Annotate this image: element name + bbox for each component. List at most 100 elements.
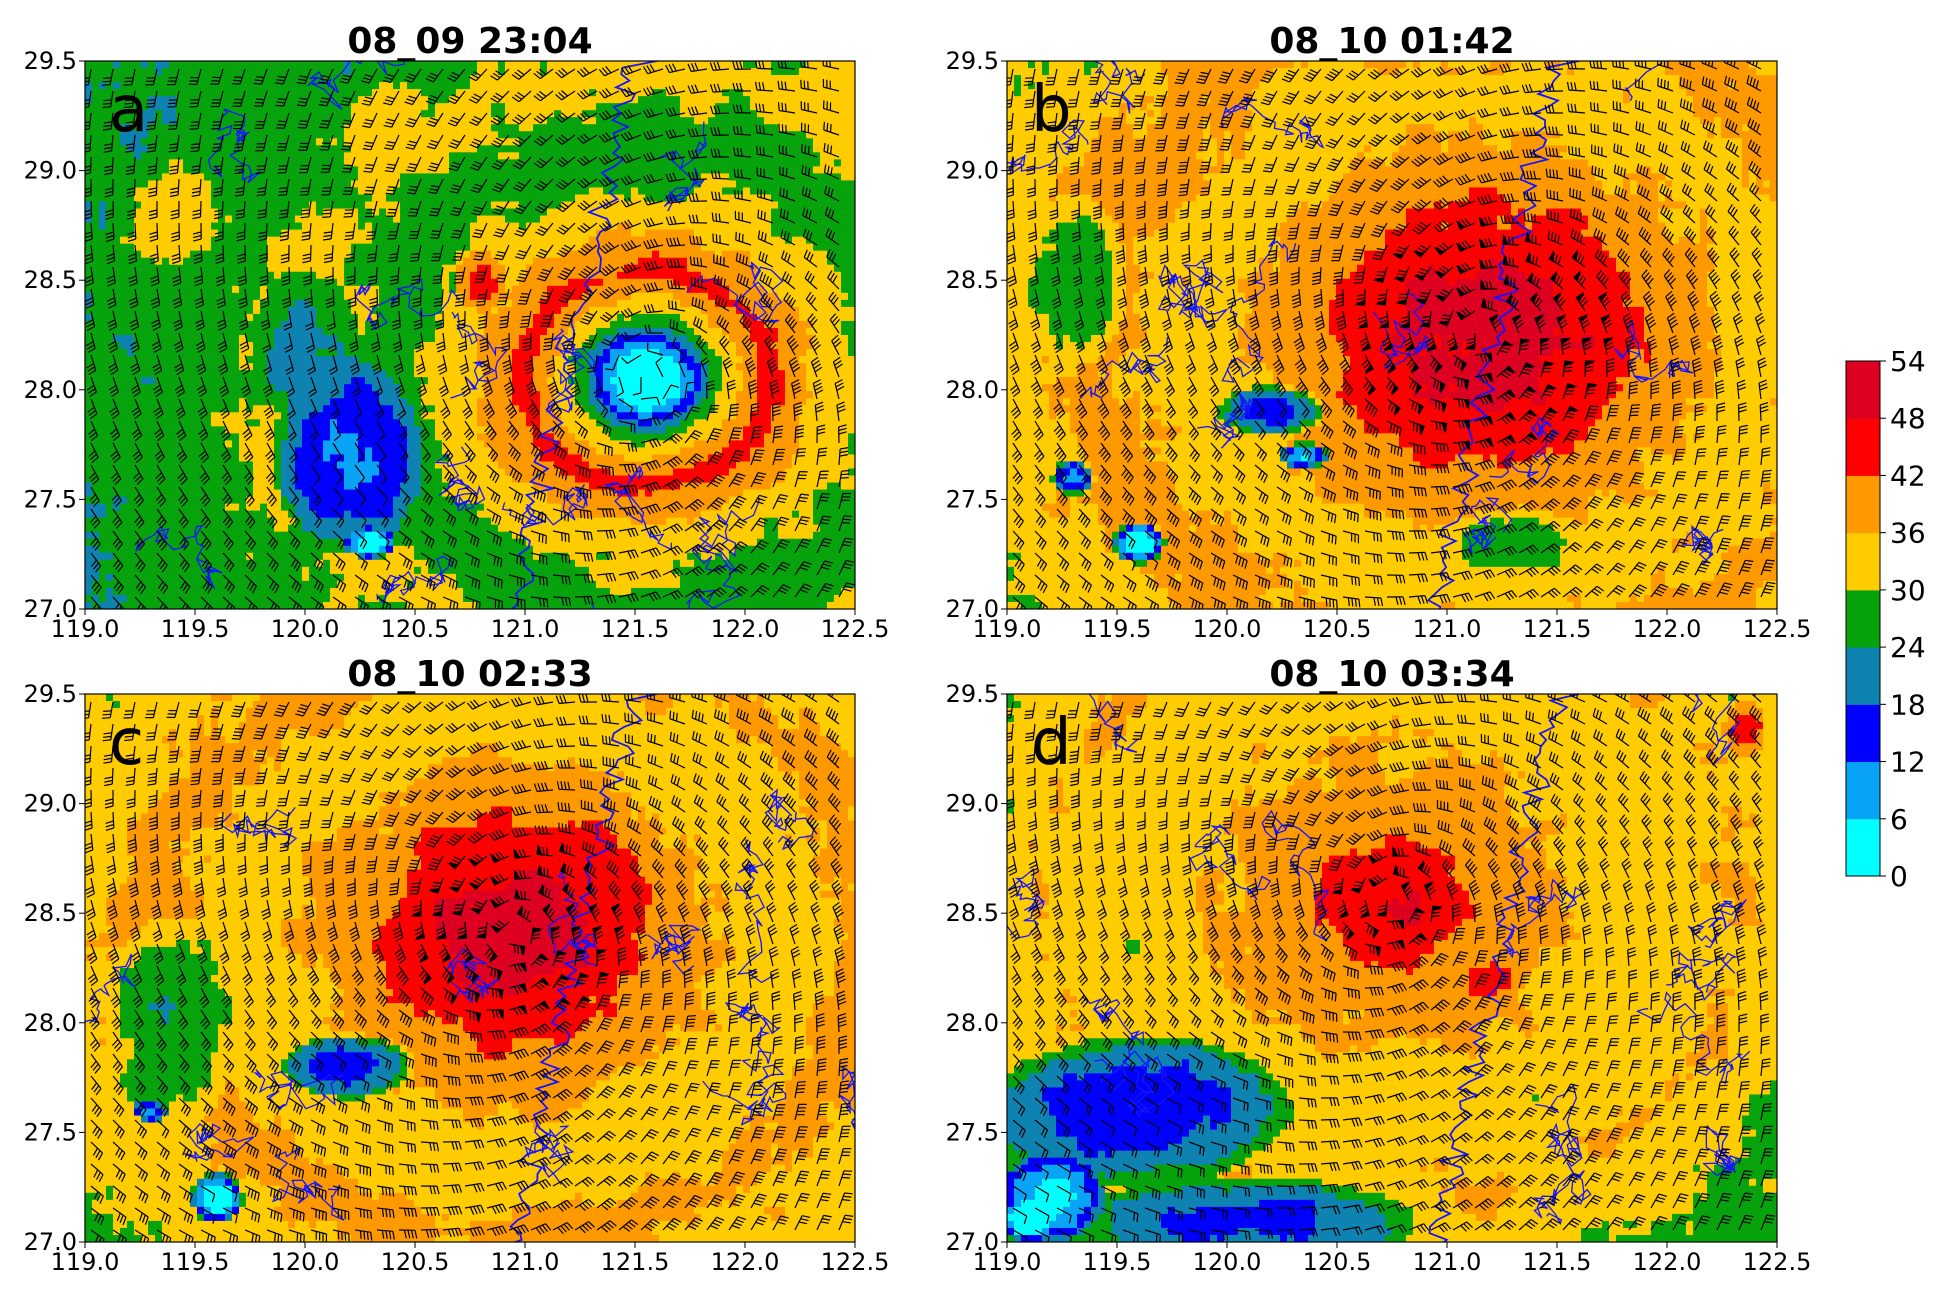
field-cell (85, 159, 93, 167)
field-cell (645, 229, 653, 238)
field-cell (806, 356, 814, 364)
field-cell (778, 236, 786, 245)
field-cell (211, 285, 219, 294)
field-cell (848, 180, 855, 189)
field-cell (729, 187, 737, 196)
field-cell (561, 257, 569, 266)
field-cell (561, 187, 569, 196)
field-cell (848, 342, 855, 350)
field-cell (92, 138, 100, 146)
field-cell (554, 292, 562, 301)
field-cell (414, 103, 422, 111)
field-cell (764, 222, 772, 231)
field-cell (813, 229, 821, 238)
field-cell (442, 180, 450, 189)
field-cell (239, 264, 247, 273)
field-cell (176, 313, 184, 322)
field-cell (484, 306, 492, 315)
field-cell (680, 285, 688, 294)
field-cell (197, 145, 205, 153)
field-cell (477, 82, 485, 90)
field-cell (442, 257, 450, 266)
field-cell (708, 138, 716, 146)
field-cell (134, 194, 142, 203)
field-cell (148, 250, 156, 259)
field-cell (841, 278, 849, 287)
field-cell (764, 145, 772, 153)
field-cell (470, 363, 478, 371)
field-cell (120, 89, 128, 97)
field-cell (218, 61, 226, 69)
field-cell (372, 327, 380, 336)
field-cell (596, 271, 604, 280)
field-cell (582, 236, 590, 245)
field-cell (330, 152, 338, 160)
field-cell (435, 292, 443, 301)
field-cell (106, 159, 114, 167)
field-cell (288, 271, 296, 280)
field-cell (659, 61, 667, 69)
field-cell (253, 145, 261, 153)
field-cell (414, 145, 422, 153)
field-cell (302, 159, 310, 167)
field-cell (477, 243, 485, 252)
field-cell (302, 264, 310, 273)
field-cell (834, 320, 842, 329)
field-cell (85, 187, 93, 196)
field-cell (463, 320, 471, 329)
field-cell (407, 131, 415, 139)
field-cell (701, 257, 709, 266)
field-cell (757, 159, 765, 167)
field-cell (533, 222, 541, 231)
field-cell (813, 173, 821, 182)
field-cell (92, 82, 100, 90)
field-cell (288, 229, 296, 238)
field-cell (204, 131, 212, 139)
field-cell (260, 194, 268, 203)
field-cell (477, 96, 485, 104)
field-cell (848, 285, 855, 294)
field-cell (757, 96, 765, 104)
field-cell (127, 152, 135, 160)
field-cell (337, 236, 345, 245)
field-cell (372, 145, 380, 153)
field-cell (302, 103, 310, 111)
field-cell (617, 327, 625, 336)
field-cell (666, 103, 674, 111)
field-cell (302, 313, 310, 322)
field-cell (225, 250, 233, 259)
field-cell (666, 299, 674, 308)
field-cell (834, 215, 842, 224)
field-cell (316, 327, 324, 336)
field-cell (603, 257, 611, 266)
field-cell (806, 110, 814, 118)
field-cell (575, 215, 583, 224)
field-cell (701, 335, 709, 343)
field-cell (232, 377, 240, 385)
field-cell (246, 271, 254, 280)
field-cell (134, 222, 142, 231)
field-cell (757, 103, 765, 111)
field-cell (771, 110, 779, 118)
field-cell (267, 75, 275, 83)
field-cell (288, 292, 296, 301)
field-cell (232, 320, 240, 329)
field-cell (281, 292, 289, 301)
field-cell (729, 327, 737, 336)
field-cell (638, 327, 646, 336)
field-cell (715, 250, 723, 259)
field-cell (512, 356, 520, 364)
field-cell (673, 215, 681, 224)
field-cell (225, 68, 233, 76)
field-cell (232, 145, 240, 153)
field-cell (463, 313, 471, 322)
field-cell (372, 299, 380, 308)
field-cell (792, 278, 800, 287)
field-cell (190, 356, 198, 364)
field-cell (491, 306, 499, 315)
field-cell (659, 166, 667, 175)
field-cell (372, 264, 380, 273)
field-cell (771, 306, 779, 315)
field-cell (680, 250, 688, 259)
field-cell (106, 222, 114, 231)
